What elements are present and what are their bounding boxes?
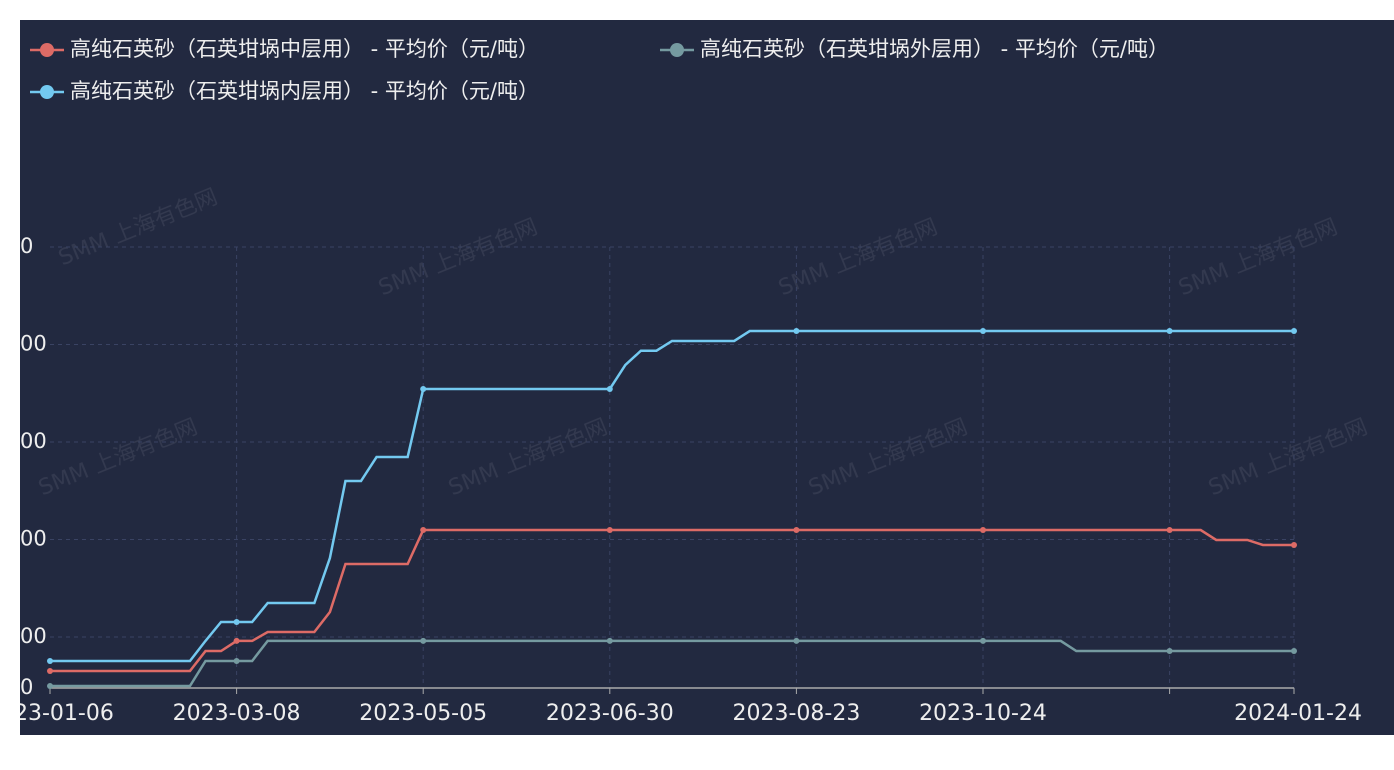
point <box>606 385 613 392</box>
y-tick-label: 00 <box>20 624 47 648</box>
legend-label: 高纯石英砂（石英坩埚中层用） - 平均价（元/吨） <box>70 37 539 61</box>
y-tick-label: 00 <box>20 332 47 356</box>
y-tick-label: 00 <box>20 527 47 551</box>
point <box>47 683 53 690</box>
point <box>420 385 427 392</box>
point <box>1166 648 1173 655</box>
point <box>1291 328 1297 335</box>
point <box>1291 541 1297 548</box>
point <box>980 637 986 644</box>
legend-marker <box>40 85 54 99</box>
chart-background <box>20 20 1394 735</box>
y-tick-label: 00 <box>20 429 47 453</box>
point <box>606 527 613 534</box>
y-tick-label: 0 <box>20 675 33 699</box>
x-tick-label: 2023-08-23 <box>732 701 860 726</box>
point <box>47 657 53 664</box>
point <box>233 618 240 625</box>
point <box>47 668 53 675</box>
point <box>1166 527 1173 534</box>
x-tick-label: 2023-05-05 <box>359 701 487 726</box>
point <box>793 637 800 644</box>
series-line <box>50 639 1294 688</box>
point <box>1291 648 1297 655</box>
point <box>793 527 800 534</box>
point <box>980 328 986 335</box>
series-line <box>50 329 1294 663</box>
x-tick-label: 2023-03-08 <box>173 701 301 726</box>
x-tick-label: 2024-01-24 <box>1234 701 1362 726</box>
point <box>980 527 986 534</box>
legend-label: 高纯石英砂（石英坩埚外层用） - 平均价（元/吨） <box>700 37 1169 61</box>
legend-label: 高纯石英砂（石英坩埚内层用） - 平均价（元/吨） <box>70 79 539 103</box>
point <box>606 637 613 644</box>
series-line <box>50 528 1294 673</box>
legend-marker <box>40 43 54 57</box>
point <box>420 527 427 534</box>
point <box>793 328 800 335</box>
x-tick-label: 2023-06-30 <box>546 701 674 726</box>
point <box>233 657 240 664</box>
point <box>1166 328 1173 335</box>
y-tick-label: 0 <box>20 234 33 258</box>
point <box>233 637 240 644</box>
point <box>420 637 427 644</box>
legend-marker <box>670 43 684 57</box>
x-tick-label: 2023-10-24 <box>919 701 1047 726</box>
x-tick-label: 23-01-06 <box>14 701 114 726</box>
